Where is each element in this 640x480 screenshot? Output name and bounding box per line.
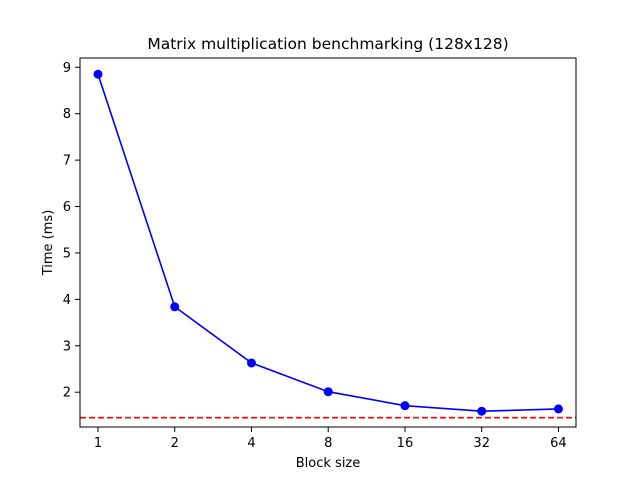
data-point xyxy=(93,69,103,79)
y-tick-label: 7 xyxy=(63,154,71,169)
y-axis: 2 3 4 5 6 7 8 9 xyxy=(63,61,80,401)
x-axis: 1 2 4 8 16 32 64 xyxy=(94,427,567,451)
x-tick-label: 32 xyxy=(473,436,490,451)
x-axis-label: Block size xyxy=(296,456,361,471)
y-tick-label: 4 xyxy=(63,293,71,308)
chart-title: Matrix multiplication benchmarking (128x… xyxy=(147,35,508,53)
y-tick-label: 9 xyxy=(63,61,71,76)
x-tick-label: 64 xyxy=(550,436,567,451)
y-tick-label: 2 xyxy=(63,386,71,401)
x-tick-label: 8 xyxy=(324,436,332,451)
plot-area xyxy=(80,69,576,419)
y-tick-label: 5 xyxy=(63,246,71,261)
y-tick-label: 6 xyxy=(63,200,71,215)
data-point xyxy=(477,406,487,416)
x-tick-label: 2 xyxy=(171,436,179,451)
data-point xyxy=(400,401,410,411)
x-tick-label: 16 xyxy=(397,436,414,451)
x-tick-label: 4 xyxy=(247,436,255,451)
x-tick-label: 1 xyxy=(94,436,102,451)
y-axis-label: Time (ms) xyxy=(41,210,56,277)
series-line xyxy=(97,73,559,413)
plot-frame xyxy=(79,57,577,428)
data-point xyxy=(323,387,333,397)
data-point xyxy=(170,302,180,312)
data-point xyxy=(553,404,563,414)
y-tick-label: 3 xyxy=(63,339,71,354)
data-point xyxy=(246,358,256,368)
y-tick-label: 8 xyxy=(63,107,71,122)
